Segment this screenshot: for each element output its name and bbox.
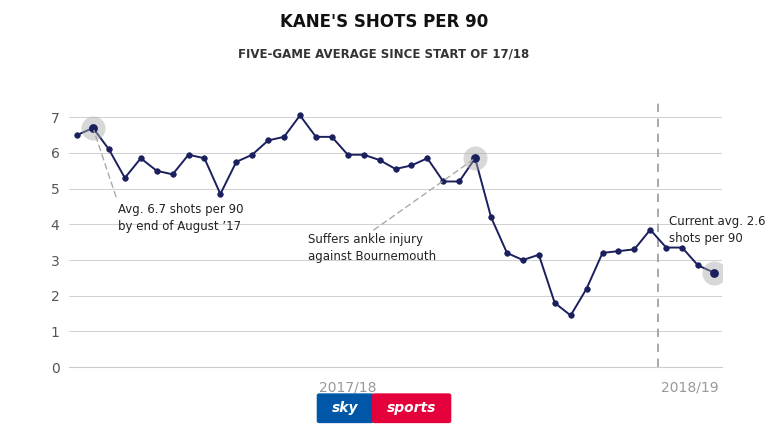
Point xyxy=(708,269,720,276)
Text: KANE'S SHOTS PER 90: KANE'S SHOTS PER 90 xyxy=(280,13,488,31)
Text: sky: sky xyxy=(332,401,359,415)
Point xyxy=(469,155,482,162)
Point xyxy=(87,124,99,131)
Text: Current avg. 2.6
shots per 90: Current avg. 2.6 shots per 90 xyxy=(670,216,766,245)
Text: FIVE-GAME AVERAGE SINCE START OF 17/18: FIVE-GAME AVERAGE SINCE START OF 17/18 xyxy=(238,48,530,60)
Text: sports: sports xyxy=(387,401,436,415)
Point xyxy=(708,269,720,276)
FancyBboxPatch shape xyxy=(316,393,374,423)
Text: Avg. 6.7 shots per 90
by end of August ’17: Avg. 6.7 shots per 90 by end of August ’… xyxy=(118,203,244,233)
Text: Suffers ankle injury
against Bournemouth: Suffers ankle injury against Bournemouth xyxy=(308,233,436,263)
FancyBboxPatch shape xyxy=(372,393,452,423)
Point xyxy=(469,155,482,162)
Point xyxy=(87,124,99,131)
